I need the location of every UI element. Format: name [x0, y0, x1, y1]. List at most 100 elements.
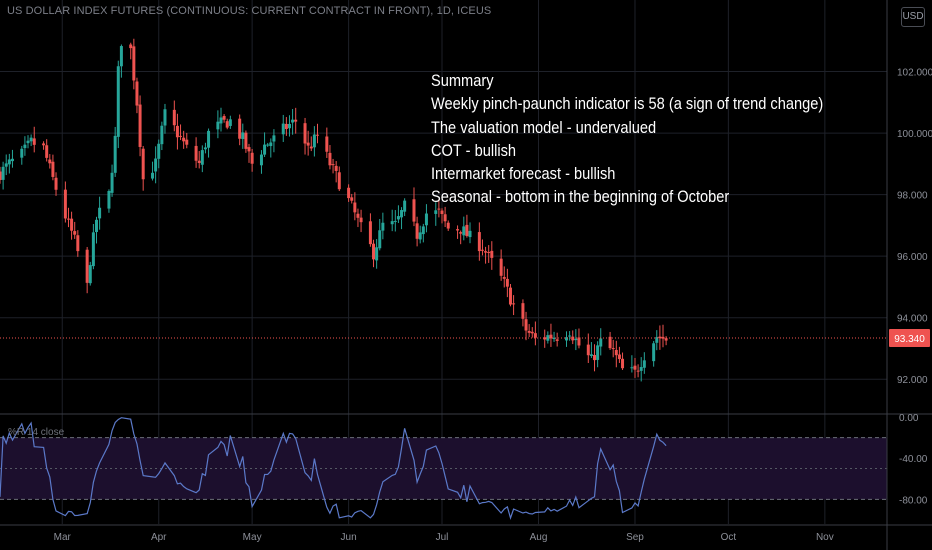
candle-body — [633, 365, 637, 370]
month-tick-label: Jun — [341, 532, 357, 543]
candle — [418, 225, 422, 244]
candle — [250, 148, 254, 172]
summary-line-1: Weekly pinch-paunch indicator is 58 (a s… — [431, 94, 824, 114]
candle — [555, 332, 559, 347]
candle — [415, 216, 419, 247]
candle-body — [543, 337, 547, 340]
candle — [462, 216, 466, 241]
candle — [652, 340, 656, 367]
candle — [238, 114, 242, 146]
candle-body — [421, 226, 425, 235]
candle — [73, 221, 77, 239]
candle-body — [353, 202, 357, 213]
candle — [642, 352, 646, 374]
candle-body — [250, 152, 254, 164]
candle — [512, 295, 516, 316]
candle — [350, 193, 354, 204]
candle — [309, 136, 313, 152]
candle-body — [203, 147, 207, 150]
candle — [241, 123, 245, 149]
candle — [490, 241, 494, 270]
candle — [194, 137, 198, 168]
candle-body — [110, 172, 114, 193]
candle-body — [434, 210, 438, 214]
candle — [116, 60, 120, 149]
candle-body — [527, 330, 531, 333]
candle-body — [207, 130, 211, 148]
price-tick-label: 92.000 — [897, 375, 928, 386]
candle — [203, 142, 207, 154]
price-tick-label: 94.000 — [897, 314, 928, 325]
candle — [502, 266, 506, 288]
candle — [88, 261, 92, 286]
candle-body — [7, 159, 11, 165]
month-tick-label: Apr — [151, 532, 167, 543]
month-tick-label: Jul — [436, 532, 449, 543]
candle-body — [546, 335, 550, 341]
candle-body — [571, 336, 575, 341]
candle — [163, 103, 167, 134]
candle — [403, 198, 407, 217]
candle-body — [443, 214, 447, 222]
candle — [200, 145, 204, 173]
candle — [443, 206, 447, 228]
candle-body — [116, 66, 120, 137]
candle-body — [521, 303, 525, 319]
candle-body — [549, 334, 553, 339]
candle — [269, 138, 273, 158]
candle — [487, 245, 491, 263]
candle — [63, 181, 67, 223]
candle — [396, 205, 400, 223]
candle — [182, 130, 186, 149]
candle-body — [424, 213, 428, 226]
candle — [94, 216, 98, 244]
candle — [484, 246, 488, 264]
candle-body — [241, 132, 245, 140]
candle — [400, 207, 404, 230]
candle — [244, 130, 248, 153]
candle — [596, 341, 600, 368]
candle-body — [621, 358, 625, 369]
candle-body — [456, 229, 460, 231]
candle-body — [85, 249, 89, 283]
candle-body — [565, 337, 569, 341]
candle — [154, 146, 158, 184]
candle — [219, 107, 223, 132]
candle-body — [446, 222, 450, 229]
candle-body — [480, 249, 484, 251]
candle — [446, 220, 450, 231]
candle — [393, 210, 397, 232]
candle-body — [577, 337, 581, 346]
candle — [247, 143, 251, 163]
candle-body — [107, 190, 111, 209]
candle-body — [499, 258, 503, 276]
candle-body — [263, 144, 267, 155]
candle-body — [505, 278, 509, 287]
candle-body — [266, 144, 270, 146]
candle-body — [359, 217, 363, 223]
candle — [505, 268, 509, 298]
candle-body — [26, 140, 30, 144]
candle — [477, 222, 481, 261]
summary-line-0: Summary — [431, 71, 494, 90]
candle — [356, 208, 360, 228]
candle — [390, 209, 394, 232]
candle-body — [54, 177, 58, 190]
candle-body — [378, 230, 382, 249]
candle — [639, 357, 643, 382]
candle — [331, 158, 335, 174]
currency-badge[interactable]: USD — [901, 7, 925, 27]
candle — [306, 130, 310, 156]
candle-body — [574, 338, 578, 341]
indicator-tick-label: -80.00 — [899, 495, 928, 506]
chart-title: US DOLLAR INDEX FUTURES (CONTINUOUS: CUR… — [7, 5, 492, 17]
candle — [378, 218, 382, 251]
candle-body — [1, 166, 5, 180]
candle-body — [611, 348, 615, 350]
candle-body — [4, 163, 8, 167]
candle-body — [98, 207, 102, 219]
candle-body — [135, 81, 139, 106]
candle — [185, 132, 189, 149]
